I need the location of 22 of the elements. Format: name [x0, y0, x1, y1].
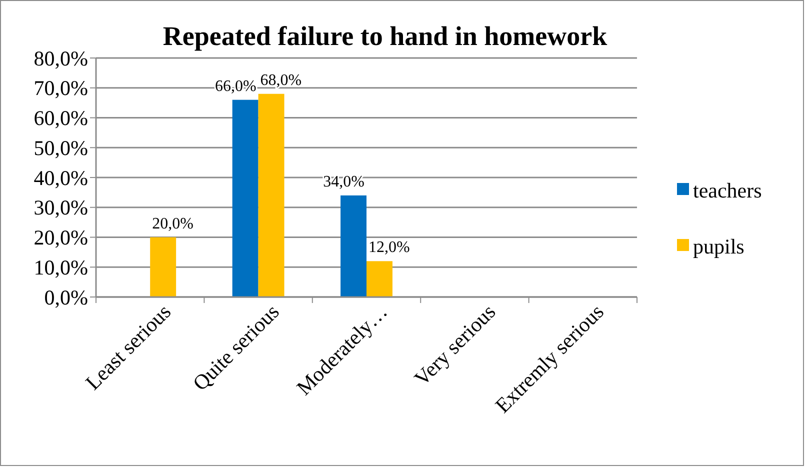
bar: [366, 261, 392, 297]
bar: [150, 237, 176, 297]
data-label: 34,0%: [323, 173, 364, 190]
y-tick-label: 60,0%: [34, 106, 88, 130]
data-label: 66,0%: [214, 78, 256, 95]
data-label: 68,0%: [260, 72, 302, 89]
chart-title: Repeated failure to hand in homework: [162, 21, 608, 51]
data-label: 20,0%: [152, 215, 194, 232]
y-tick-label: 20,0%: [34, 226, 88, 250]
y-tick-label: 40,0%: [34, 166, 88, 190]
data-label: 12,0%: [368, 239, 410, 256]
legend-label: teachers: [693, 178, 762, 202]
bar: [258, 94, 284, 297]
y-tick-label: 80,0%: [34, 46, 88, 70]
y-tick-label: 10,0%: [34, 255, 88, 280]
bar: [340, 195, 366, 297]
y-tick-label: 50,0%: [34, 136, 88, 160]
y-tick-label: 0,0%: [44, 285, 88, 310]
y-tick-label: 70,0%: [34, 76, 88, 100]
legend-label: pupils: [693, 234, 744, 258]
bar: [232, 100, 258, 297]
y-tick-label: 30,0%: [34, 196, 88, 220]
